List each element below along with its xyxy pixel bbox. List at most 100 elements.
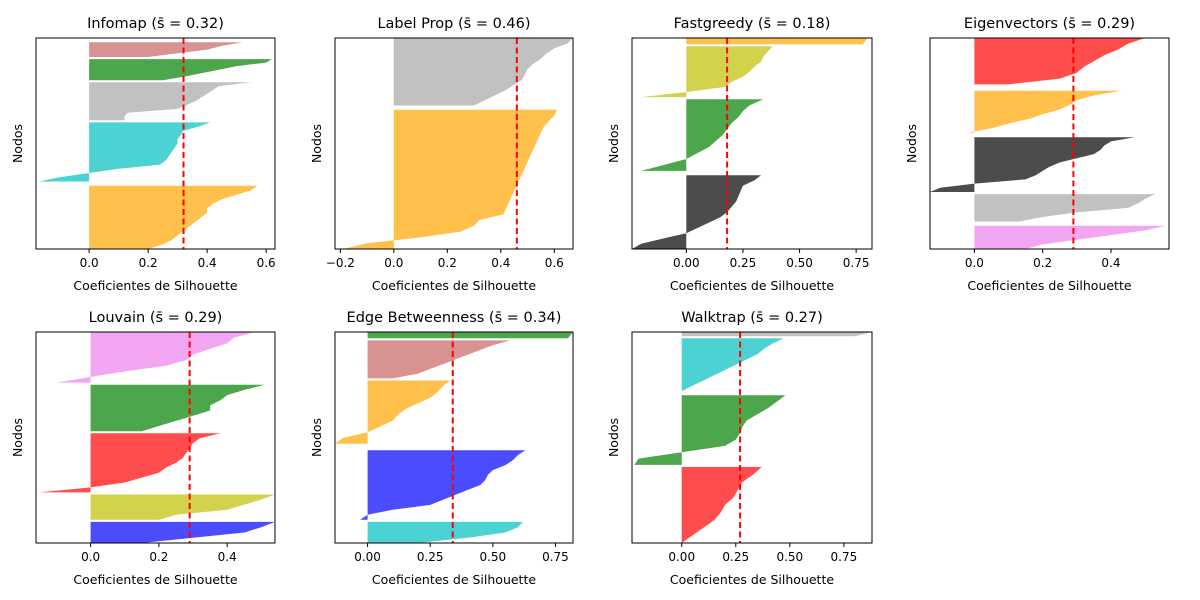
x-tick-label: −0.2 — [326, 256, 355, 270]
cluster-3 — [641, 46, 773, 98]
silhouette-panel-4: 0.0 0.2 0.4 Eigenvectors (s̄ = 0.29) Coefici… — [904, 16, 1170, 293]
x-tick-label: 0.0 — [384, 256, 403, 270]
x-tick-label: 0.4 — [218, 550, 237, 564]
plot-area — [335, 332, 573, 543]
plot-area — [343, 38, 573, 249]
y-axis-label: Nodos — [10, 418, 25, 457]
silhouette-panel-1: 0.0 0.2 0.4 0.6 Infomap (s̄ = 0.32) Coeficien… — [10, 16, 276, 293]
x-tick-label: 0.00 — [354, 550, 381, 564]
axes-frame — [35, 37, 276, 250]
x-tick-label: 0.00 — [673, 256, 700, 270]
cluster-2 — [634, 395, 786, 465]
panel-title: Infomap (s̄ = 0.32) — [87, 16, 224, 32]
panel-title: Walktrap (s̄ = 0.27) — [681, 310, 823, 326]
panel-title: Louvain (s̄ = 0.29) — [89, 310, 223, 326]
plot-area — [39, 38, 272, 249]
x-tick-label: 0.25 — [417, 550, 444, 564]
cluster-2 — [360, 450, 526, 520]
x-tick-label: 0.50 — [776, 550, 803, 564]
cluster-5 — [367, 332, 573, 339]
axes-frame — [35, 331, 276, 544]
cluster-5 — [56, 332, 255, 383]
x-tick-label: 0.2 — [139, 256, 158, 270]
cluster-1 — [632, 175, 762, 249]
plot-area — [632, 38, 868, 249]
axes-frame — [929, 37, 1170, 250]
silhouette-panel-6: 0.00 0.25 0.50 0.75 Edge Betweenness (s̄ = 0… — [309, 310, 574, 587]
x-tick-label: 0.2 — [438, 256, 457, 270]
x-tick-label: 0.50 — [479, 550, 506, 564]
y-axis-label: Nodos — [904, 124, 919, 163]
x-axis-label: Coeficientes de Silhouette — [73, 572, 237, 587]
plot-area — [39, 332, 275, 543]
x-tick-label: 0.4 — [198, 256, 217, 270]
cluster-4 — [367, 340, 511, 379]
cluster-2 — [393, 38, 573, 106]
plot-area — [930, 38, 1166, 249]
x-axis-label: Coeficientes de Silhouette — [670, 572, 834, 587]
x-tick-label: 0.50 — [786, 256, 813, 270]
plot-area — [634, 332, 872, 543]
cluster-1 — [681, 467, 762, 543]
y-axis-label: Nodos — [10, 124, 25, 163]
x-tick-label: 0.75 — [831, 550, 858, 564]
x-tick-label: 0.4 — [491, 256, 510, 270]
cluster-4 — [681, 332, 872, 337]
cluster-4 — [967, 90, 1122, 133]
cluster-1 — [974, 225, 1166, 249]
x-tick-label: 0.75 — [542, 550, 569, 564]
silhouette-panel-5: 0.0 0.2 0.4 Louvain (s̄ = 0.29) Coeficientes… — [10, 310, 276, 587]
cluster-4 — [686, 38, 868, 45]
cluster-4 — [89, 59, 272, 81]
cluster-5 — [974, 38, 1146, 85]
panel-title: Fastgreedy (s̄ = 0.18) — [674, 16, 831, 32]
cluster-2 — [90, 494, 275, 520]
y-axis-label: Nodos — [309, 124, 324, 163]
x-tick-label: 0.6 — [545, 256, 564, 270]
silhouette-panel-2: −0.2 0.0 0.2 0.4 0.6 Label Prop (s̄ = 0.46) Co… — [309, 16, 574, 293]
silhouette-panel-3: 0.00 0.25 0.50 0.75 Fastgreedy (s̄ = 0.18) Co… — [606, 16, 873, 293]
x-tick-label: 0.0 — [965, 256, 984, 270]
x-tick-label: 0.0 — [80, 256, 99, 270]
axes-frame — [334, 331, 574, 544]
x-axis-label: Coeficientes de Silhouette — [372, 572, 536, 587]
x-tick-label: 0.75 — [843, 256, 870, 270]
cluster-2 — [39, 122, 211, 182]
panel-title: Eigenvectors (s̄ = 0.29) — [964, 16, 1135, 32]
cluster-3 — [39, 433, 221, 493]
x-axis-label: Coeficientes de Silhouette — [372, 278, 536, 293]
panel-title: Edge Betweenness (s̄ = 0.34) — [347, 310, 562, 326]
x-tick-label: 0.2 — [149, 550, 168, 564]
axes-frame — [631, 37, 873, 250]
cluster-2 — [974, 194, 1156, 222]
cluster-2 — [641, 99, 764, 171]
x-tick-label: 0.00 — [668, 550, 695, 564]
cluster-1 — [343, 109, 557, 249]
cluster-3 — [681, 338, 784, 392]
cluster-5 — [89, 42, 243, 57]
x-tick-label: 0.4 — [1101, 256, 1120, 270]
cluster-3 — [335, 380, 451, 444]
silhouette-panel-7: 0.00 0.25 0.50 0.75 Walktrap (s̄ = 0.27) Coef… — [606, 310, 873, 587]
cluster-4 — [90, 384, 265, 432]
x-axis-label: Coeficientes de Silhouette — [670, 278, 834, 293]
y-axis-label: Nodos — [606, 124, 621, 163]
y-axis-label: Nodos — [309, 418, 324, 457]
cluster-3 — [930, 137, 1135, 192]
y-axis-label: Nodos — [606, 418, 621, 457]
cluster-1 — [90, 521, 275, 543]
cluster-1 — [367, 521, 523, 543]
cluster-3 — [89, 82, 252, 121]
x-axis-label: Coeficientes de Silhouette — [73, 278, 237, 293]
x-tick-label: 0.6 — [257, 256, 276, 270]
axes-frame — [334, 37, 574, 250]
x-tick-label: 0.2 — [1033, 256, 1052, 270]
x-axis-label: Coeficientes de Silhouette — [967, 278, 1131, 293]
x-tick-label: 0.0 — [81, 550, 100, 564]
x-tick-label: 0.25 — [722, 550, 749, 564]
x-tick-label: 0.25 — [730, 256, 757, 270]
cluster-1 — [89, 185, 258, 249]
panel-title: Label Prop (s̄ = 0.46) — [377, 16, 530, 32]
axes-frame — [631, 331, 873, 544]
